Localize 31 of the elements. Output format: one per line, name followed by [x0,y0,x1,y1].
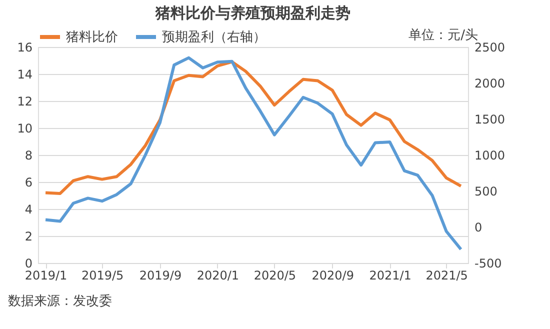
chart-title: 猪料比价与养殖预期盈利走势 [154,4,350,22]
line-series [44,60,462,195]
x-tick-label: 2020/1 [196,268,240,282]
legend-label: 猪料比价 [66,30,118,45]
y-tick-label: 10 [17,122,32,136]
y-tick-label: 16 [17,40,32,54]
y2-tick-label: 1500 [474,112,506,126]
legend-label: 预期盈利（右轴） [162,30,266,45]
y-tick-label: 12 [17,94,32,108]
text: 单位：元/头 [408,28,478,43]
y-tick-label: 0 [24,256,32,270]
y2-tick-label: 2000 [474,76,506,90]
x-tick-label: 2020/9 [312,268,354,282]
y-tick-label: 6 [24,176,32,190]
y2-tick-label: -500 [474,256,502,270]
x-tick-label: 2021/5 [426,268,468,282]
x-tick-label: 2021/1 [369,268,412,282]
y2-tick-label: 500 [474,184,498,198]
y2-tick-label: 1000 [474,148,506,162]
x-tick-label: 2019/5 [81,268,124,282]
y-tick-label: 14 [17,68,32,82]
line-series [44,56,462,251]
y-tick-label: 8 [24,148,32,162]
source-note: 数据来源：发改委 [8,294,112,309]
y-tick-label: 4 [24,202,32,216]
x-tick-label: 2019/9 [139,268,182,282]
x-tick-label: 2020/5 [254,268,296,282]
x-tick-label: 2019/1 [24,268,68,282]
y2-tick-label: 2500 [474,40,506,54]
y2-tick-label: 0 [474,220,482,234]
y-tick-label: 2 [24,230,32,244]
